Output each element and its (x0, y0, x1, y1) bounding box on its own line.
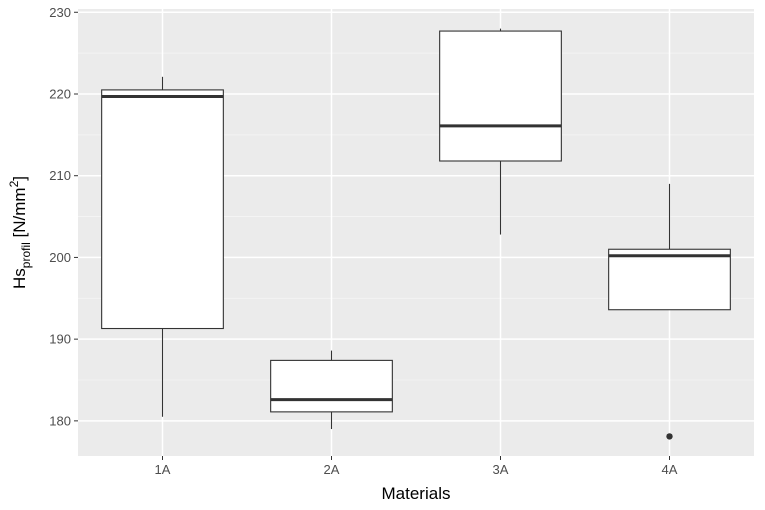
x-tick-label: 4A (662, 462, 678, 477)
y-axis-title-base: Hs (10, 268, 29, 289)
y-tick-label: 190 (49, 332, 71, 347)
y-axis-title-unit: [N/mm (10, 187, 29, 242)
x-tick-label: 1A (155, 462, 171, 477)
y-axis-title-unit-end: ] (10, 176, 29, 181)
y-tick-label: 230 (49, 5, 71, 20)
y-axis-title-subscript: profil (19, 242, 33, 268)
y-tick-label: 200 (49, 250, 71, 265)
y-axis: 180 190 200 210 220 230 (49, 5, 78, 429)
x-axis: 1A 2A 3A 4A (155, 456, 678, 477)
x-tick-label: 3A (493, 462, 509, 477)
y-tick-label: 220 (49, 86, 71, 101)
y-tick-label: 210 (49, 168, 71, 183)
x-tick-label: 2A (324, 462, 340, 477)
box-iqr (609, 249, 731, 309)
box-iqr (102, 90, 224, 329)
box-iqr (440, 31, 562, 161)
x-axis-title: Materials (382, 484, 451, 503)
y-axis-title: Hsprofil [N/mm2] (7, 176, 33, 289)
outlier-point (666, 433, 672, 439)
box-iqr (271, 360, 393, 411)
y-tick-label: 180 (49, 413, 71, 428)
